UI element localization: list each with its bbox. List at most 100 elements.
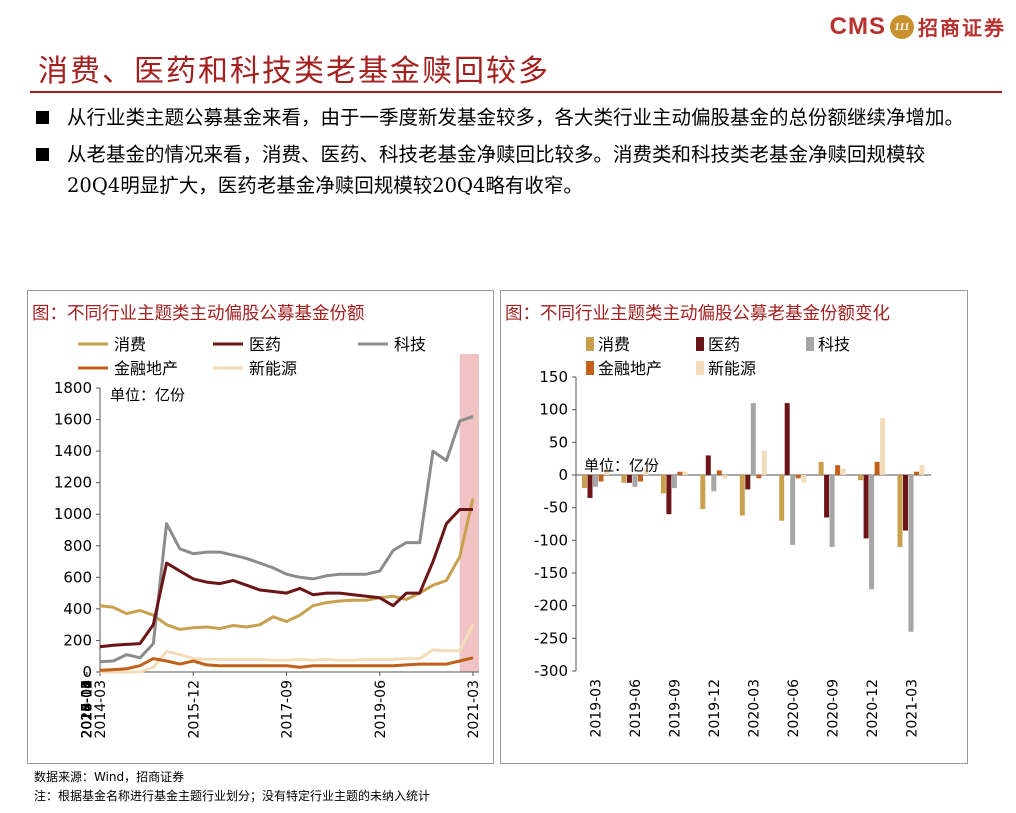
y-tick-label: 150 xyxy=(539,368,568,386)
bar-消费 xyxy=(582,475,587,489)
bar-医药 xyxy=(626,475,632,483)
bar-新能源 xyxy=(643,469,649,475)
legend-label: 金融地产 xyxy=(114,359,178,378)
y-tick-label: 0 xyxy=(82,663,92,681)
bar-消费 xyxy=(858,475,864,481)
bar-科技 xyxy=(632,475,638,487)
bar-新能源 xyxy=(722,475,728,479)
bar-消费 xyxy=(818,461,824,475)
bar-chart: 150 100 50 0 -50 -100 -150 -200 -250 -300 2019-03 2… xyxy=(534,335,931,738)
y-tick-label: 800 xyxy=(63,537,92,555)
bar-金融地产 xyxy=(835,465,841,475)
title-divider xyxy=(30,91,1002,93)
bar-消费 xyxy=(621,475,627,483)
legend-label: 新能源 xyxy=(249,359,297,378)
bar-医药 xyxy=(903,475,908,531)
y-tick-label: -150 xyxy=(534,564,568,582)
logo-emblem-icon: 111 xyxy=(890,14,914,39)
bar-金融地产 xyxy=(756,475,762,479)
y-tick-label: 1800 xyxy=(54,379,92,397)
bar-金融地产 xyxy=(598,475,604,482)
bar-医药 xyxy=(863,475,869,539)
logo-text: CMS xyxy=(829,12,886,40)
bar-科技 xyxy=(829,475,835,547)
bar-科技 xyxy=(671,475,677,489)
bullet-square-icon xyxy=(36,111,49,124)
bar-金融地产 xyxy=(795,475,801,479)
x-tick-label: 2018-04 xyxy=(80,680,96,739)
x-tick-label: 2014-10 xyxy=(80,680,96,739)
bar-金融地产 xyxy=(716,470,722,475)
logo-cn-text: 招商证券 xyxy=(918,16,1006,40)
x-tick-label: 2021-03 xyxy=(904,679,920,738)
bar-科技 xyxy=(711,475,717,492)
bar-新能源 xyxy=(604,469,609,475)
series-line-消费 xyxy=(99,498,475,631)
bar-医药 xyxy=(784,403,790,475)
y-tick-label: -50 xyxy=(544,499,569,517)
data-source: 数据来源：Wind，招商证券 xyxy=(34,770,185,784)
x-tick-label: 2015-12 xyxy=(186,680,202,739)
legend-swatch xyxy=(696,337,704,351)
bar-科技 xyxy=(790,475,796,545)
y-tick-label: 400 xyxy=(63,600,92,618)
x-tick-label: 2019-06 xyxy=(373,680,389,739)
x-tick-label: 2014-03 xyxy=(93,680,109,739)
legend-label: 医药 xyxy=(708,335,740,354)
bar-医药 xyxy=(666,475,672,515)
x-tick-label: 2019-03 xyxy=(589,679,605,738)
y-tick-label: 100 xyxy=(539,401,568,419)
x-tick-label: 2018-11 xyxy=(80,680,96,739)
unit-label: 单位：亿份 xyxy=(110,386,185,404)
bullet-item: 从行业类主题公募基金来看，由于一季度新发基金较多，各大类行业主动偏股基金的总份额… xyxy=(32,102,972,133)
legend-swatch xyxy=(806,337,814,351)
x-tick-label: 2019-09 xyxy=(668,679,684,738)
legend-label: 消费 xyxy=(114,335,146,354)
y-tick-label: 0 xyxy=(558,466,568,484)
y-tick-label: 50 xyxy=(549,433,568,451)
bullet-item: 从老基金的情况来看，消费、医药、科技老基金净赎回比较多。消费类和科技类老基金净赎… xyxy=(32,139,972,201)
series-line-医药 xyxy=(99,508,473,649)
legend-swatch xyxy=(696,361,704,375)
bar-新能源 xyxy=(761,450,767,475)
bar-医药 xyxy=(705,455,711,475)
y-tick-label: 200 xyxy=(63,631,92,649)
x-tick-label: 2021-03 xyxy=(466,680,482,739)
x-tick-label: 2020-01 xyxy=(80,680,96,739)
left-chart-title: 图：不同行业主题类主动偏股公募基金份额 xyxy=(32,304,365,324)
bar-新能源 xyxy=(840,468,846,475)
bar-科技 xyxy=(750,403,756,475)
y-tick-label: -250 xyxy=(534,629,568,647)
right-chart-frame xyxy=(500,290,968,764)
bullet-square-icon xyxy=(36,148,49,161)
series-line-新能源 xyxy=(100,624,475,674)
legend-swatch xyxy=(586,361,594,375)
bar-新能源 xyxy=(682,471,688,475)
bullet-text: 从老基金的情况来看，消费、医药、科技老基金净赎回比较多。消费类和科技类老基金净赎… xyxy=(67,143,926,197)
bar-科技 xyxy=(869,475,875,590)
series-line-金融地产 xyxy=(99,656,474,672)
bar-新能源 xyxy=(919,465,925,475)
footnote: 注：根据基金名称进行基金主题行业划分；没有特定行业主题的未纳入统计 xyxy=(34,789,431,803)
line-chart: 0 200 400 600 800 1000 1200 1400 1600 1800 2014-03… xyxy=(54,335,482,739)
x-tick-label: 2020-06 xyxy=(786,679,802,738)
bar-医药 xyxy=(824,475,830,518)
bar-金融地产 xyxy=(874,461,880,475)
right-chart-title: 图：不同行业主题类主动偏股公募老基金份额变化 xyxy=(505,304,890,324)
x-tick-label: 2020-09 xyxy=(825,679,841,738)
bar-消费 xyxy=(779,475,785,521)
legend-label: 新能源 xyxy=(708,359,756,378)
y-tick-label: 600 xyxy=(63,568,92,586)
bar-科技 xyxy=(593,475,598,487)
bar-金融地产 xyxy=(677,471,683,475)
x-tick-label: 2019-06 xyxy=(628,679,644,738)
y-tick-label: 1400 xyxy=(54,442,92,460)
bar-消费 xyxy=(897,475,903,547)
y-tick-label: -200 xyxy=(534,597,568,615)
bar-新能源 xyxy=(880,418,886,475)
bar-消费 xyxy=(739,475,745,516)
series-line-科技 xyxy=(99,414,474,664)
x-tick-label: 2019-12 xyxy=(707,679,723,738)
bar-科技 xyxy=(908,475,914,632)
page-title: 消费、医药和科技类老基金赎回较多 xyxy=(38,54,550,89)
